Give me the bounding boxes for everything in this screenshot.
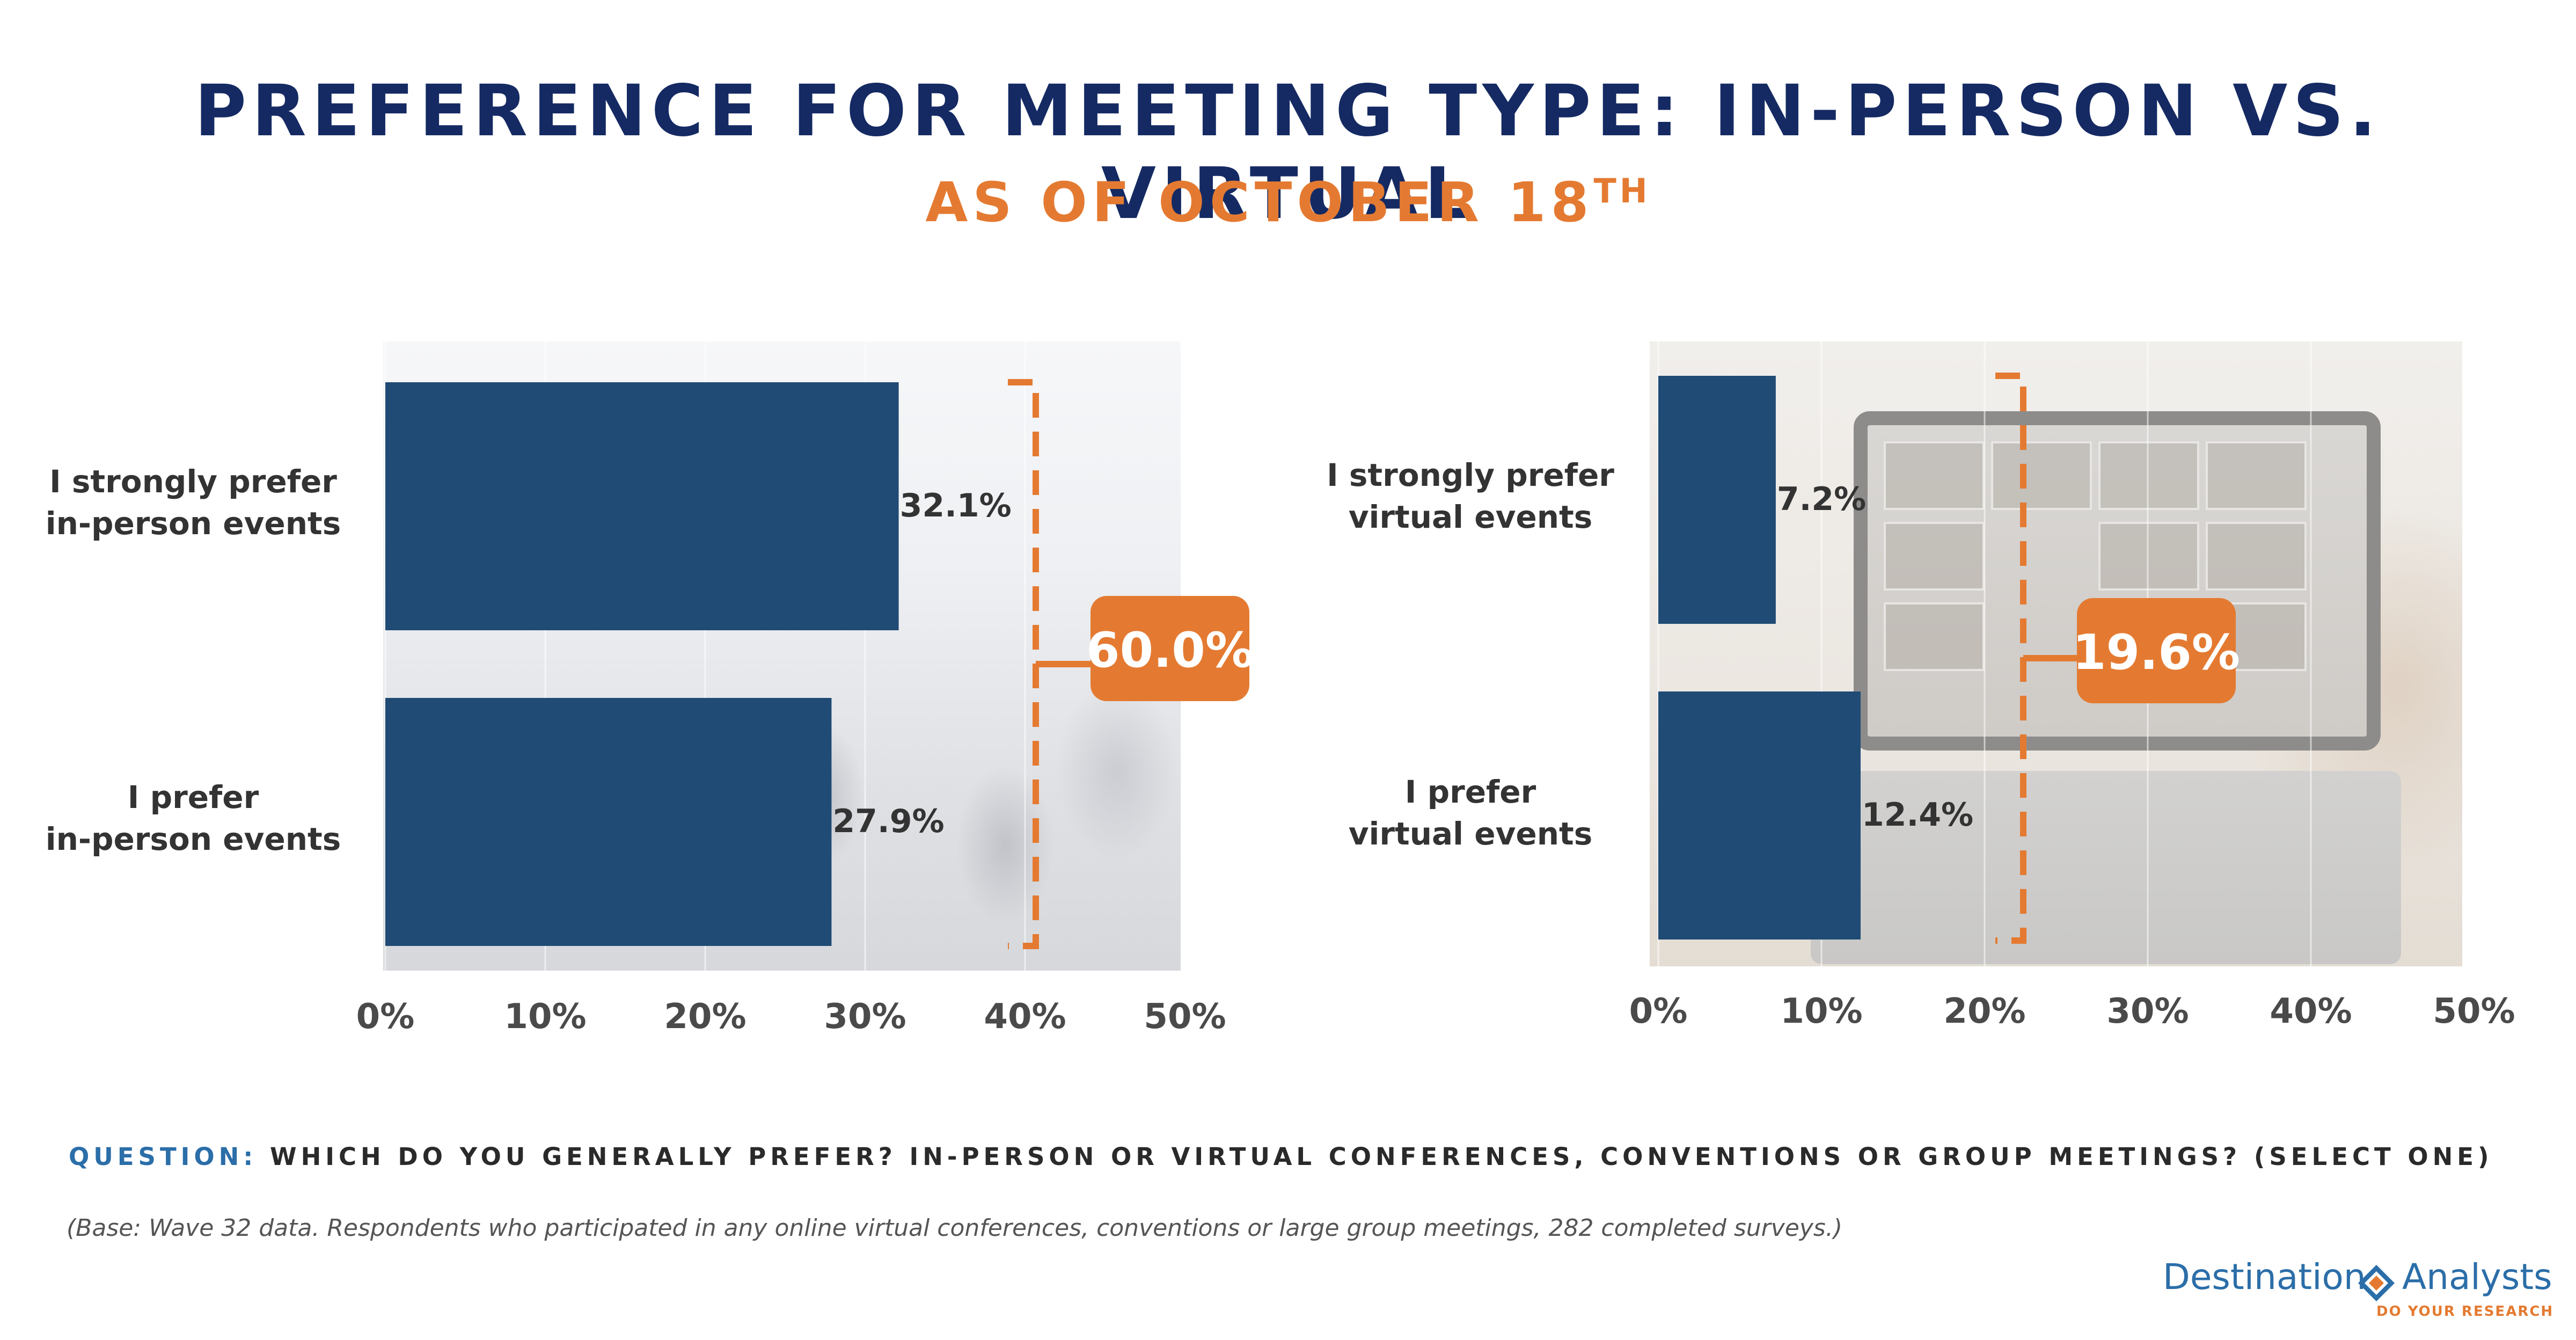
category-label-line: I prefer [1404, 774, 1536, 810]
x-tick-label: 40% [984, 997, 1066, 1037]
logo-word-analysts: Analysts [2402, 1256, 2552, 1298]
total-bracket [1995, 373, 2026, 944]
diamond-arrows-icon [2358, 1265, 2395, 1301]
total-box [1091, 596, 1249, 701]
bar [385, 382, 899, 630]
bar-value-label: 12.4% [1862, 796, 1973, 834]
bar [1658, 376, 1776, 624]
bar-value-label: 32.1% [900, 487, 1012, 525]
x-tick-label: 20% [664, 997, 746, 1037]
video-tile [1884, 602, 1985, 671]
x-tick-label: 0% [356, 997, 415, 1037]
category-label-line: virtual events [1348, 815, 1593, 852]
video-tile [2098, 441, 2199, 510]
destination-analysts-logo: Destination Analysts DO YOUR RESEARCH [2163, 1256, 2552, 1326]
category-label-strong-in-person: I strongly prefer in-person events [21, 461, 365, 544]
x-tick-label: 10% [504, 997, 586, 1037]
category-label-prefer-in-person: I prefer in-person events [21, 776, 365, 860]
x-tick-label: 50% [2433, 992, 2515, 1031]
bar-value-label: 7.2% [1777, 480, 1866, 518]
laptop-screen [1854, 411, 2381, 751]
total-value-label: 19.6% [2073, 624, 2240, 681]
category-label-line: I strongly prefer [49, 463, 337, 500]
category-label-line: in-person events [45, 505, 341, 542]
x-tick-label: 20% [1943, 992, 2025, 1031]
x-tick-label: 40% [2270, 992, 2352, 1031]
category-label-strong-virtual: I strongly prefer virtual events [1299, 454, 1642, 538]
question-label: QUESTION: [69, 1142, 258, 1171]
category-label-line: virtual events [1348, 499, 1593, 535]
video-tile [2098, 522, 2199, 591]
x-tick-label: 50% [1144, 997, 1226, 1037]
x-tick-label: 30% [2106, 992, 2189, 1031]
subtitle-suffix: TH [1593, 171, 1651, 210]
total-box [2077, 598, 2236, 703]
category-label-prefer-virtual: I prefer virtual events [1299, 771, 1642, 855]
video-tile [1884, 441, 1985, 510]
laptop-photo-background [1650, 341, 2462, 966]
laptop-keyboard [1811, 771, 2401, 964]
logo-tagline: DO YOUR RESEARCH [2376, 1303, 2554, 1320]
bar [1658, 691, 1861, 940]
x-tick-label: 10% [1780, 992, 1862, 1031]
category-label-line: I prefer [127, 779, 259, 815]
category-label-line: in-person events [45, 821, 341, 857]
question-text: WHICH DO YOU GENERALLY PREFER? IN-PERSON… [269, 1142, 2493, 1171]
base-note: (Base: Wave 32 data. Respondents who par… [67, 1214, 1842, 1242]
chart-subtitle: AS OF OCTOBER 18TH [0, 171, 2576, 235]
video-tile [1991, 441, 2092, 510]
video-tile [2206, 441, 2307, 510]
bar [385, 698, 832, 946]
video-tile [2206, 522, 2307, 591]
survey-question: QUESTION: WHICH DO YOU GENERALLY PREFER?… [69, 1142, 2537, 1171]
total-value-label: 60.0% [1086, 622, 1254, 679]
total-bracket [1008, 379, 1039, 949]
logo-word-destination: Destination [2163, 1256, 2366, 1298]
x-tick-label: 0% [1629, 992, 1688, 1031]
bar-value-label: 27.9% [832, 803, 944, 840]
category-label-line: I strongly prefer [1327, 457, 1614, 493]
video-tile [1884, 522, 1985, 591]
subtitle-text: AS OF OCTOBER 18 [925, 171, 1594, 235]
chart-title: PREFERENCE FOR MEETING TYPE: IN-PERSON V… [194, 70, 2382, 235]
x-tick-label: 30% [824, 997, 906, 1037]
